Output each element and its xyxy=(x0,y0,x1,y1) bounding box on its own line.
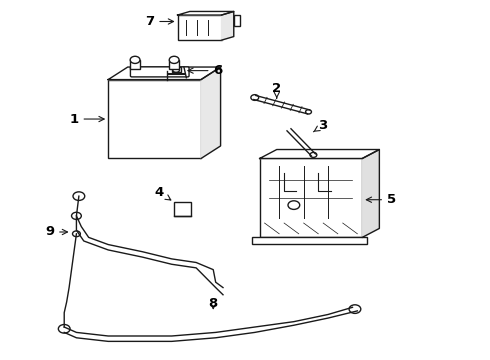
Bar xyxy=(108,80,201,158)
Text: 4: 4 xyxy=(155,186,171,200)
Bar xyxy=(174,202,191,216)
FancyBboxPatch shape xyxy=(130,67,189,77)
Bar xyxy=(234,15,240,26)
Bar xyxy=(130,60,140,69)
Polygon shape xyxy=(260,149,379,158)
Bar xyxy=(177,15,221,40)
Polygon shape xyxy=(201,67,220,158)
Text: 1: 1 xyxy=(70,113,104,126)
Bar xyxy=(169,60,179,69)
Polygon shape xyxy=(221,12,234,40)
Bar xyxy=(172,67,181,72)
Polygon shape xyxy=(177,12,234,15)
Text: 2: 2 xyxy=(272,82,281,98)
Text: 6: 6 xyxy=(188,64,223,77)
Text: 8: 8 xyxy=(209,297,218,310)
Circle shape xyxy=(169,56,179,63)
Circle shape xyxy=(130,56,140,63)
Text: 9: 9 xyxy=(45,225,68,238)
Text: 3: 3 xyxy=(314,119,328,132)
Text: 7: 7 xyxy=(145,15,173,28)
Polygon shape xyxy=(108,67,220,80)
Polygon shape xyxy=(362,149,379,237)
Text: 5: 5 xyxy=(367,193,396,206)
Bar xyxy=(252,237,367,244)
Bar xyxy=(260,158,362,237)
